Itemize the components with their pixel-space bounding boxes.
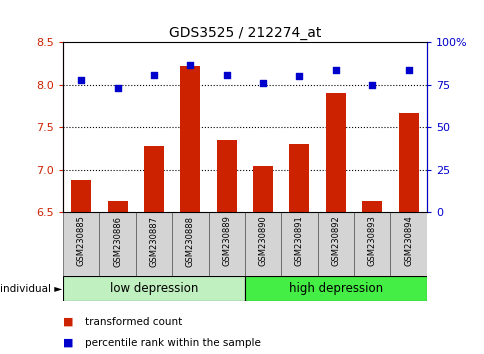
Bar: [289, 144, 309, 212]
Text: GSM230894: GSM230894: [403, 216, 412, 266]
Text: GSM230889: GSM230889: [222, 216, 231, 267]
Text: GSM230886: GSM230886: [113, 216, 122, 267]
Text: percentile rank within the sample: percentile rank within the sample: [85, 338, 260, 348]
Bar: [63, 212, 99, 276]
Bar: [244, 212, 281, 276]
Bar: [281, 212, 317, 276]
Point: [186, 62, 194, 67]
Point: [258, 80, 266, 86]
Text: GSM230885: GSM230885: [76, 216, 86, 267]
Bar: [390, 212, 426, 276]
Bar: [63, 276, 244, 301]
Point: [222, 72, 230, 78]
Title: GDS3525 / 212274_at: GDS3525 / 212274_at: [168, 26, 320, 40]
Text: transformed count: transformed count: [85, 317, 182, 327]
Bar: [325, 93, 345, 212]
Bar: [180, 66, 200, 212]
Text: GSM230891: GSM230891: [294, 216, 303, 266]
Bar: [172, 212, 208, 276]
Text: GSM230890: GSM230890: [258, 216, 267, 266]
Text: ■: ■: [63, 317, 74, 327]
Text: GSM230887: GSM230887: [149, 216, 158, 267]
Point: [404, 67, 411, 73]
Bar: [244, 276, 426, 301]
Point: [150, 72, 157, 78]
Bar: [71, 180, 91, 212]
Point: [77, 77, 85, 83]
Bar: [99, 212, 136, 276]
Bar: [253, 166, 272, 212]
Bar: [317, 212, 353, 276]
Text: low depression: low depression: [109, 282, 198, 295]
Point: [367, 82, 375, 88]
Bar: [208, 212, 244, 276]
Bar: [216, 140, 236, 212]
Text: GSM230892: GSM230892: [331, 216, 340, 266]
Bar: [362, 201, 381, 212]
Text: individual ►: individual ►: [0, 284, 62, 293]
Bar: [144, 146, 164, 212]
Point: [295, 74, 302, 79]
Text: GSM230893: GSM230893: [367, 216, 376, 267]
Text: GSM230888: GSM230888: [185, 216, 195, 267]
Bar: [136, 212, 172, 276]
Bar: [398, 113, 418, 212]
Point: [113, 86, 121, 91]
Bar: [107, 201, 127, 212]
Text: ■: ■: [63, 338, 74, 348]
Point: [331, 67, 339, 73]
Bar: [353, 212, 390, 276]
Text: high depression: high depression: [288, 282, 382, 295]
